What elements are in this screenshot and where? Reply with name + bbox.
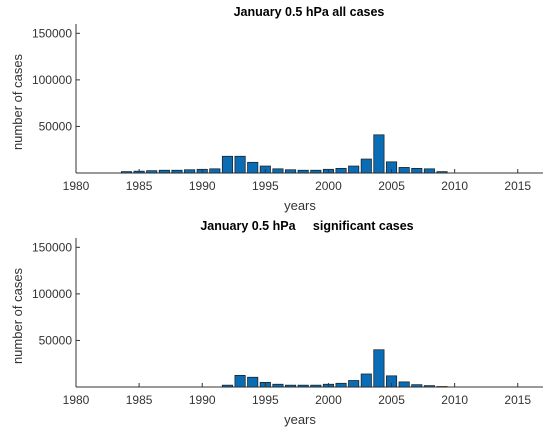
bar [398,167,410,174]
bar [360,158,372,174]
bar [423,168,435,174]
bar [297,169,309,174]
bar [146,170,158,174]
chart-title: January 0.5 hPa significant cases [200,219,413,233]
chart-title: January 0.5 hPa all cases [234,5,385,19]
x-tick-label: 2010 [441,393,468,407]
bar [310,384,322,388]
x-tick-label: 2015 [504,179,531,193]
y-axis-label: number of cases [10,267,25,364]
x-tick-label: 2000 [315,179,342,193]
bar [285,384,297,388]
bar [247,161,259,174]
bar [373,134,385,174]
bar [373,349,385,388]
bar [398,381,410,388]
x-tick-label: 1985 [126,179,153,193]
bar [272,383,284,388]
x-tick-label: 1980 [63,393,90,407]
plot-area: 50000 100000 150000 1980 1985 1990 1995 2000 200… [32,24,543,193]
bar [221,384,233,388]
y-tick-label: 50000 [39,333,73,347]
bar [348,380,360,388]
chart-all-cases: January 0.5 hPa all cases number of case… [10,5,543,213]
bar [171,169,183,174]
x-tick-label: 1995 [252,179,279,193]
bar [158,169,170,174]
bar [209,168,221,174]
bar [221,155,233,174]
x-axis-label: years [284,198,316,213]
bar [335,382,347,388]
x-tick-label: 2015 [504,393,531,407]
x-tick-label: 2005 [378,179,405,193]
bar [423,385,435,388]
y-tick-label: 100000 [32,287,72,301]
x-tick-label: 1990 [189,393,216,407]
bar [348,165,360,174]
x-tick-label: 2005 [378,393,405,407]
bar [234,155,246,174]
y-tick-label: 150000 [32,240,72,254]
y-axis-label: number of cases [10,53,25,150]
y-tick-label: 50000 [39,119,73,133]
bar [310,169,322,174]
chart-significant-cases: January 0.5 hPa significant cases number… [10,219,543,427]
bar [411,384,423,388]
bar [272,168,284,174]
bar [411,167,423,174]
bar [436,386,448,388]
bar [184,169,196,174]
bar [360,373,372,388]
plot-area: 50000 100000 150000 1980 1985 1990 1995 2000 200… [32,238,543,407]
bar [285,169,297,174]
y-tick-label: 100000 [32,73,72,87]
x-tick-label: 2000 [315,393,342,407]
x-tick-label: 1990 [189,179,216,193]
x-axis-label: years [284,412,316,427]
bar [247,376,259,388]
y-tick-label: 150000 [32,26,72,40]
x-tick-label: 1995 [252,393,279,407]
bar [297,384,309,388]
bar [436,171,448,174]
bar [120,171,133,174]
bar [335,167,347,174]
bar [234,375,246,388]
x-tick-label: 1985 [126,393,153,407]
x-tick-label: 1980 [63,179,90,193]
x-tick-label: 2010 [441,179,468,193]
